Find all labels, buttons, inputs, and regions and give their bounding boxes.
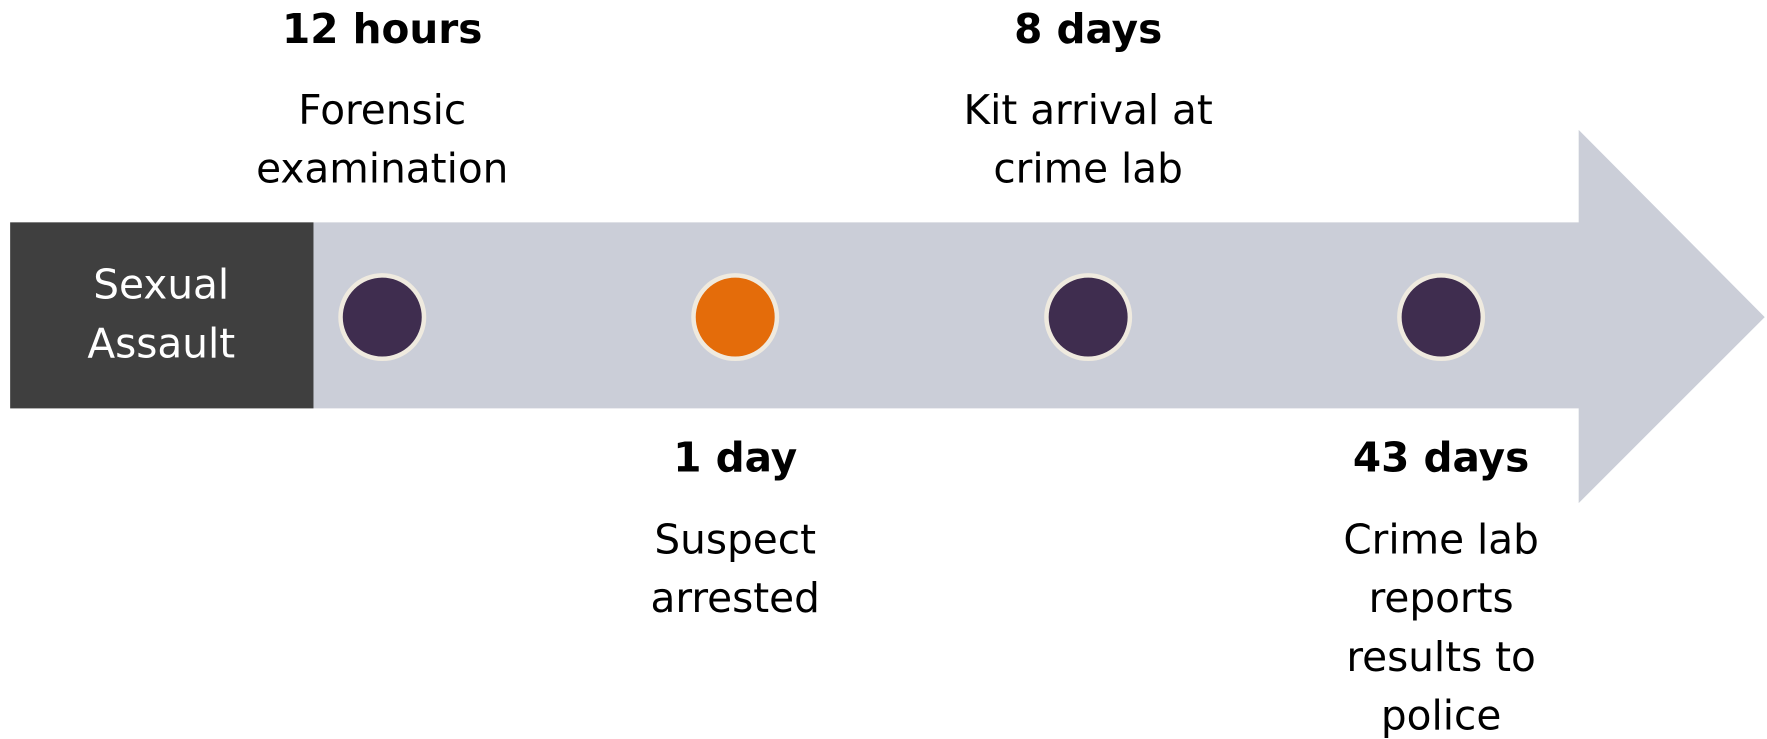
event-label: crime lab — [993, 145, 1183, 193]
timeline-arrow — [313, 129, 1765, 504]
event-time: 1 day — [673, 433, 797, 481]
event-label: results to — [1346, 633, 1536, 681]
start-box — [10, 222, 314, 409]
event-label: Suspect — [654, 516, 816, 564]
event-time: 43 days — [1353, 433, 1529, 481]
start-label: Assault — [87, 319, 235, 367]
event-label: arrested — [651, 574, 820, 622]
event-label: Crime lab — [1343, 516, 1539, 564]
event-label: reports — [1369, 574, 1514, 622]
event-dot — [338, 273, 427, 362]
event-time: 12 hours — [282, 5, 482, 53]
event-dot — [1044, 273, 1133, 362]
event-time: 8 days — [1014, 5, 1162, 53]
event-dot — [1397, 273, 1486, 362]
event-dot — [691, 273, 780, 362]
event-label: Kit arrival at — [964, 86, 1213, 134]
start-label: Sexual — [93, 261, 229, 309]
event-label: examination — [256, 145, 508, 193]
event-label: police — [1381, 692, 1501, 739]
event-label: Forensic — [298, 86, 466, 134]
